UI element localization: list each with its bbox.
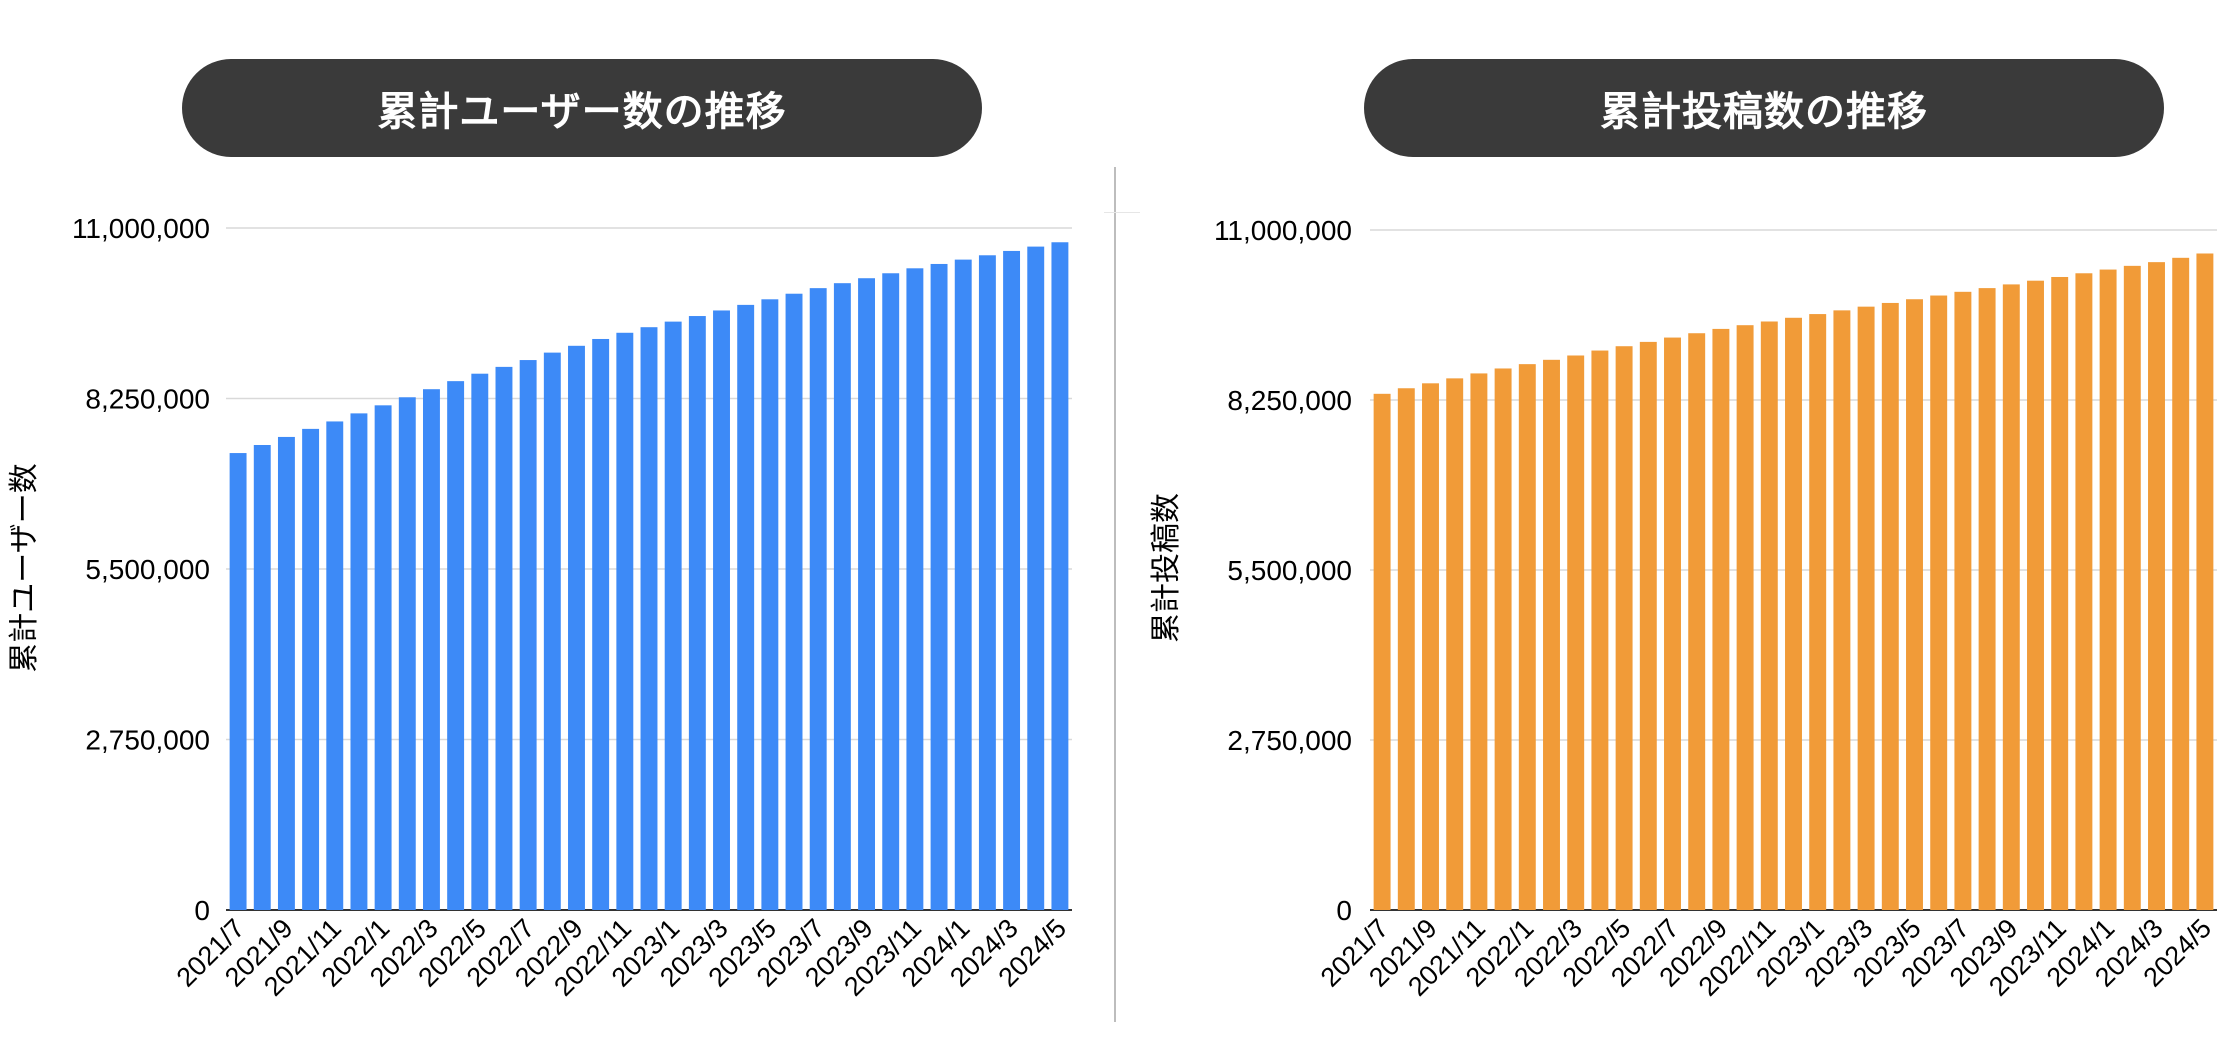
bar (592, 338, 610, 911)
bar (1591, 350, 1609, 911)
bar (1027, 246, 1045, 911)
bar (1906, 299, 1923, 911)
bar (882, 273, 900, 910)
bar (1373, 393, 1391, 910)
bar (543, 352, 561, 910)
y-tick-label: 8,250,000 (85, 384, 210, 415)
bar (1785, 317, 1802, 910)
bar (906, 268, 924, 910)
bar (350, 413, 368, 910)
bar (1809, 314, 1827, 910)
bar (1760, 321, 1778, 910)
bar (1470, 373, 1488, 910)
bar (954, 259, 972, 910)
bar (2075, 273, 2093, 911)
user-chart-svg: 0 2,750,000 5,500,000 8,250,000 11,000,000 累計… (7, 213, 1072, 1002)
user-chart-panel: 累計ユーザー数の推移 0 2,750,000 5,500,000 8,250,000 1… (0, 0, 1110, 1050)
y-axis-title: 累計ユーザー数 (7, 463, 42, 672)
bar (1930, 295, 1948, 910)
bar (495, 366, 513, 910)
bar (2027, 280, 2044, 910)
bar (640, 327, 658, 910)
y-tick-label: 11,000,000 (1214, 215, 1352, 246)
bar (2051, 276, 2069, 910)
bar (1736, 325, 1754, 910)
bar (785, 293, 803, 911)
bar (761, 299, 779, 910)
bar (229, 453, 247, 910)
bar (471, 373, 489, 910)
bar (1051, 242, 1069, 910)
bar (688, 316, 706, 910)
bar (1615, 346, 1633, 911)
bar (1003, 250, 1021, 910)
bar (1664, 337, 1681, 911)
divider-tick (1104, 212, 1140, 213)
bar (374, 405, 392, 910)
y-tick-label: 0 (1336, 895, 1352, 926)
bar (1422, 383, 1439, 910)
bar (1543, 359, 1560, 910)
bar (1494, 368, 1512, 910)
bar (1688, 333, 1706, 911)
bar (277, 436, 295, 910)
bar (253, 445, 271, 910)
bar (616, 332, 634, 910)
y-tick-label: 5,500,000 (85, 554, 210, 585)
bar (1881, 302, 1899, 911)
y-tick-label: 2,750,000 (85, 725, 210, 756)
y-tick-label: 11,000,000 (72, 213, 210, 244)
bar (1712, 328, 1730, 911)
user-chart-title: 累計ユーザー数の推移 (182, 59, 982, 157)
y-tick-label: 0 (194, 895, 210, 926)
bar (422, 389, 440, 910)
bar (1518, 364, 1536, 910)
bar (1857, 306, 1875, 910)
bar (1833, 310, 1851, 910)
bar (398, 397, 416, 910)
bar (2172, 257, 2190, 910)
bar (2196, 253, 2214, 910)
bar (447, 381, 465, 910)
bar (1978, 288, 1996, 910)
post-chart-svg: 0 2,750,000 5,500,000 8,250,000 11,000,000 累計… (1149, 215, 2217, 1002)
bar (1397, 388, 1415, 911)
y-tick-label: 2,750,000 (1227, 725, 1352, 756)
bar (1567, 355, 1585, 910)
y-tick-label: 5,500,000 (1227, 555, 1352, 586)
y-tick-label: 8,250,000 (1227, 385, 1352, 416)
bar (737, 304, 755, 910)
bar (519, 360, 537, 910)
bar (833, 283, 851, 910)
bar (2099, 269, 2117, 911)
bar (664, 321, 682, 910)
bar (326, 421, 344, 910)
bar (2002, 284, 2020, 910)
bar (978, 255, 996, 910)
bar (1446, 378, 1464, 910)
panel-divider (1114, 167, 1116, 1022)
bar (809, 288, 827, 910)
bar (1954, 291, 1972, 910)
bar (2123, 265, 2141, 910)
y-axis-title: 累計投稿数 (1149, 493, 1184, 643)
post-chart-title: 累計投稿数の推移 (1364, 59, 2164, 157)
bar (930, 263, 948, 911)
bar (858, 278, 876, 911)
post-chart-panel: 累計投稿数の推移 0 2,750,000 5,500,000 8,250,000 11,… (1120, 0, 2228, 1050)
bar (568, 345, 585, 910)
bar (1639, 341, 1657, 911)
bar (302, 428, 320, 910)
bar (2148, 262, 2165, 910)
bar (713, 310, 730, 911)
